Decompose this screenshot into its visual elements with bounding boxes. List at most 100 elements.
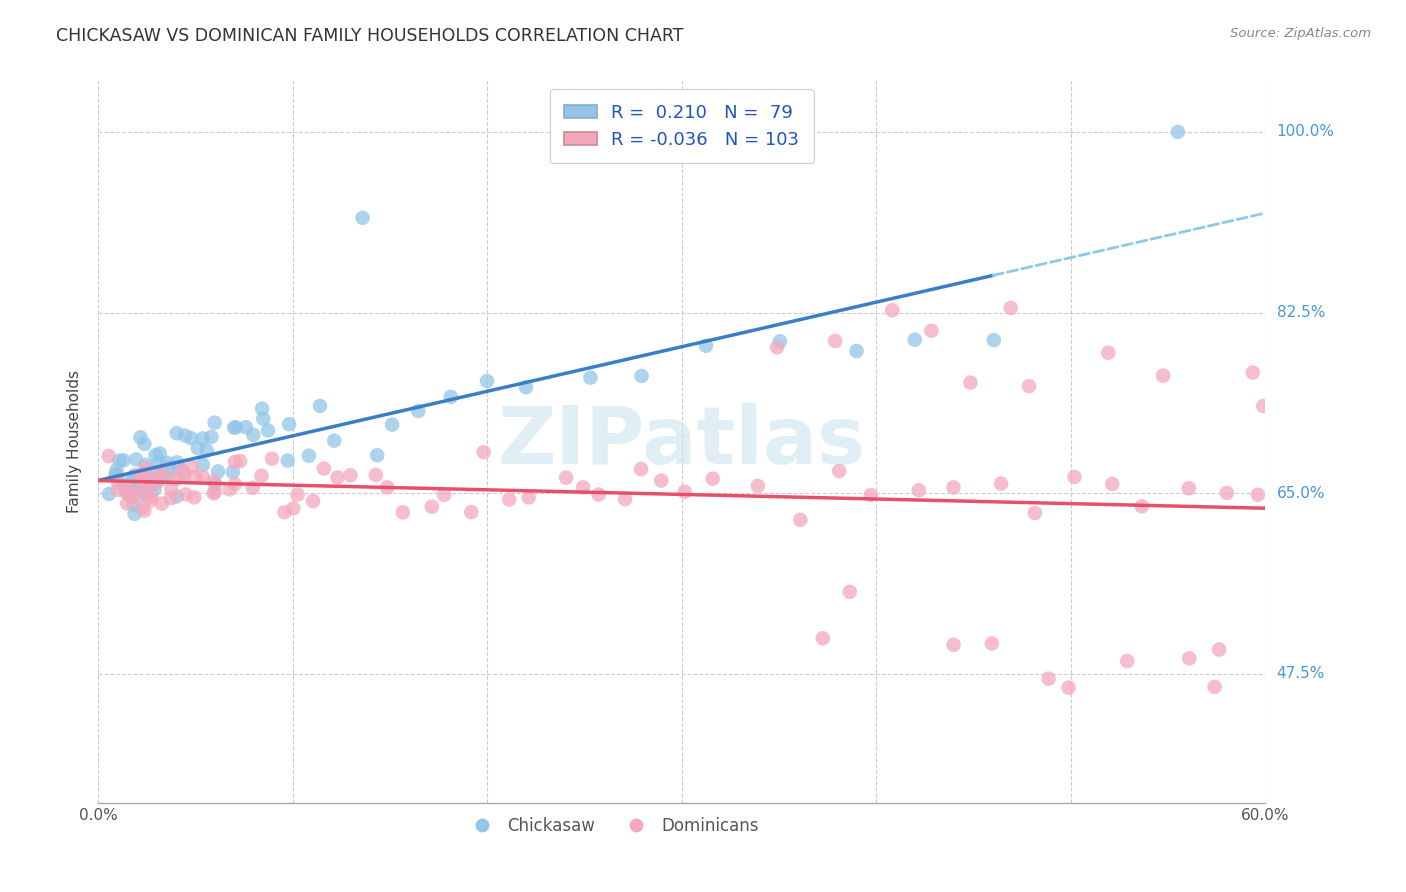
Point (766, 340, 789, 354)
Point (174, 487, 197, 501)
Point (167, 461, 190, 475)
Point (204, 477, 226, 491)
Point (1204, 680, 1226, 694)
Point (132, 500, 155, 515)
Point (124, 507, 146, 521)
Point (115, 496, 138, 510)
Point (132, 483, 155, 497)
Point (339, 468, 361, 483)
Point (160, 491, 183, 505)
Point (747, 479, 769, 493)
Point (195, 443, 218, 458)
Text: 100.0%: 100.0% (1277, 124, 1334, 139)
Text: 65.0%: 65.0% (1277, 485, 1324, 500)
Point (257, 424, 280, 438)
Point (828, 464, 851, 478)
Point (156, 456, 179, 470)
Point (391, 505, 413, 519)
Point (366, 448, 388, 462)
Point (323, 434, 346, 448)
Point (1241, 366, 1264, 380)
Point (166, 455, 188, 469)
Point (904, 333, 927, 347)
Point (187, 442, 209, 456)
Text: 82.5%: 82.5% (1277, 305, 1324, 320)
Point (1000, 301, 1022, 315)
Point (184, 470, 207, 484)
Point (107, 483, 129, 497)
Point (139, 493, 162, 508)
Point (105, 467, 128, 482)
Point (1130, 500, 1153, 514)
Point (1216, 486, 1239, 500)
Point (135, 489, 157, 503)
Point (191, 458, 214, 472)
Point (702, 472, 724, 486)
Point (278, 417, 301, 432)
Point (789, 513, 811, 527)
Point (1024, 506, 1046, 520)
Point (129, 430, 152, 444)
Point (224, 477, 246, 491)
Point (252, 411, 274, 425)
Point (650, 474, 672, 488)
Point (134, 461, 156, 475)
Point (173, 466, 195, 480)
Point (1101, 476, 1123, 491)
Point (134, 484, 156, 499)
Point (181, 459, 204, 474)
Point (134, 503, 156, 517)
Point (695, 339, 717, 353)
Point (1063, 470, 1085, 484)
Point (1057, 681, 1080, 695)
Point (515, 380, 537, 394)
Point (1018, 379, 1040, 393)
Point (277, 453, 299, 467)
Point (630, 368, 652, 383)
Point (125, 452, 148, 467)
Point (118, 488, 141, 502)
Point (122, 491, 145, 505)
Point (128, 468, 150, 483)
Point (420, 500, 443, 514)
Point (204, 416, 226, 430)
Point (229, 454, 252, 468)
Point (920, 324, 942, 338)
Point (134, 466, 156, 480)
Point (475, 374, 498, 388)
Text: ZIPatlas: ZIPatlas (498, 402, 866, 481)
Point (117, 483, 139, 497)
Point (98, 487, 121, 501)
Point (555, 470, 578, 484)
Point (143, 482, 166, 496)
Point (907, 483, 929, 498)
Point (983, 333, 1005, 347)
Point (108, 453, 131, 467)
Point (882, 303, 904, 318)
Point (1253, 399, 1275, 413)
Point (1178, 651, 1201, 665)
Point (183, 491, 205, 505)
Point (769, 334, 792, 349)
Point (838, 584, 860, 599)
Point (811, 632, 834, 646)
Point (202, 486, 225, 500)
Point (150, 467, 173, 482)
Point (146, 470, 169, 484)
Legend: Chickasaw, Dominicans: Chickasaw, Dominicans (458, 810, 765, 841)
Point (242, 427, 264, 442)
Point (287, 488, 309, 502)
Point (134, 467, 156, 481)
Point (218, 483, 240, 497)
Text: 47.5%: 47.5% (1277, 666, 1324, 681)
Point (150, 472, 173, 486)
Point (122, 470, 145, 484)
Point (1274, 645, 1296, 659)
Point (166, 426, 188, 441)
Point (149, 446, 172, 460)
Point (122, 498, 145, 512)
Point (460, 505, 482, 519)
Point (135, 458, 157, 472)
Point (260, 451, 283, 466)
Point (364, 467, 387, 482)
